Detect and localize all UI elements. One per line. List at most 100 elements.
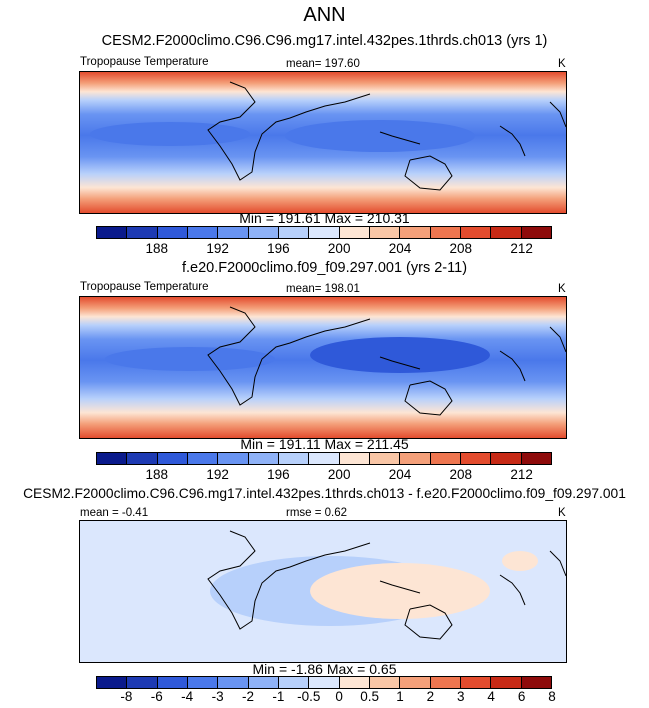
panel1-units-label: K: [558, 58, 566, 70]
panel3-colorbar-tick-label: -8: [120, 689, 133, 704]
panel1-colorbar-cell: [97, 227, 128, 238]
panel3-colorbar-cell: [157, 677, 188, 688]
panel2-cold-core: [310, 337, 490, 373]
panel2-colorbar-tick-label: 200: [327, 467, 351, 482]
panel3-colorbar: [96, 676, 552, 689]
panel2-colorbar-cell: [369, 453, 401, 464]
panel3-colorbar-ticks: -8 -6 -4 -3 -2 -1 -0.5 0 0.5 1 2 3 4 6 8: [96, 689, 555, 705]
panel3-map-svg: [80, 521, 566, 662]
panel1-colorbar-cell: [339, 227, 370, 238]
panel3-colorbar-cell: [339, 677, 370, 688]
panel2-colorbar-tick-label: 208: [449, 467, 473, 482]
panel1-colorbar-tick-label: 204: [388, 241, 412, 256]
panel3-colorbar-cell: [248, 677, 279, 688]
panel1-mean-label: mean= 197.60: [286, 58, 360, 70]
panel2-colorbar-cell: [491, 453, 522, 464]
panel2-colorbar-cell: [127, 453, 158, 464]
panel2-map: [79, 296, 567, 439]
panel1-map: [79, 71, 567, 214]
panel2-colorbar-cell: [309, 453, 340, 464]
panel2-units-label: K: [558, 283, 566, 295]
panel1-colorbar-cell: [521, 227, 551, 238]
panel2-colorbar-tick-label: 188: [145, 467, 169, 482]
panel3-minmax: Min = -1.86 Max = 0.65: [252, 661, 397, 677]
panel2-title: f.e20.F2000climo.f09_f09.297.001 (yrs 2-…: [181, 260, 468, 276]
panel1-colorbar-cell: [218, 227, 249, 238]
panel1-colorbar-cell: [278, 227, 310, 238]
panel3-colorbar-tick-label: -4: [181, 689, 194, 704]
panel2-colorbar-cell: [460, 453, 492, 464]
panel2-colorbar-cell: [187, 453, 219, 464]
panel1-cold-core-west: [90, 122, 250, 146]
panel3-colorbar-tick-label: 8: [548, 689, 556, 704]
panel3-colorbar-cell: [460, 677, 492, 688]
panel3-colorbar-tick-label: -6: [150, 689, 163, 704]
panel2-colorbar-tick-label: 212: [510, 467, 533, 482]
panel3-positive-region-east: [502, 551, 538, 571]
panel3-coastlines: [207, 530, 566, 640]
panel1-colorbar-cell: [157, 227, 188, 238]
panel3-colorbar-cell: [187, 677, 219, 688]
panel1-field-label: Tropopause Temperature: [80, 56, 209, 68]
panel2-colorbar-cell: [97, 453, 128, 464]
panel1-colorbar-tick-label: 208: [449, 241, 473, 256]
panel1-coastlines: [207, 81, 566, 191]
panel3-colorbar-cell: [127, 677, 158, 688]
panel2-map-svg: [80, 297, 566, 438]
panel3-colorbar-cell: [491, 677, 522, 688]
panel2-colorbar-tick-label: 204: [388, 467, 412, 482]
panel1-colorbar-tick-label: 188: [145, 241, 169, 256]
panel2-mean-label: mean= 198.01: [286, 283, 360, 295]
panel3-colorbar-cell: [218, 677, 249, 688]
panel1-colorbar-cell: [187, 227, 219, 238]
panel3-colorbar-cell: [278, 677, 310, 688]
panel2-cold-core-west: [105, 347, 275, 371]
panel3-colorbar-cell: [309, 677, 340, 688]
panel1-colorbar-cell: [248, 227, 279, 238]
panel2-colorbar-cell: [339, 453, 370, 464]
panel1-cold-core: [285, 120, 475, 152]
panel1-colorbar: [96, 226, 552, 239]
panel1-colorbar-cell: [460, 227, 492, 238]
panel3-units-label: K: [558, 507, 566, 519]
panel3-colorbar-tick-label: 0: [335, 689, 343, 704]
panel1-colorbar-tick-label: 196: [267, 241, 290, 256]
panel3-colorbar-tick-label: -1: [272, 689, 285, 704]
panel3-colorbar-tick-label: 4: [487, 689, 495, 704]
panel1-minmax: Min = 191.61 Max = 210.31: [239, 210, 410, 226]
panel1-colorbar-cell: [127, 227, 158, 238]
panel3-colorbar-tick-label: 3: [457, 689, 465, 704]
panel3-mean-label: mean = -0.41: [80, 507, 149, 519]
panel2-colorbar-cell: [218, 453, 249, 464]
panel3-colorbar-tick-label: 2: [426, 689, 435, 704]
panel1-colorbar-cell: [430, 227, 461, 238]
panel2-colorbar-cell: [521, 453, 551, 464]
panel2-coastlines: [207, 306, 566, 416]
panel2-colorbar-tick-label: 192: [206, 467, 229, 482]
panel2-field-label: Tropopause Temperature: [80, 281, 209, 293]
panel2-colorbar-tick-label: 196: [267, 467, 290, 482]
panel3-colorbar-tick-label: 1: [396, 689, 404, 704]
panel3-colorbar-tick-label: -3: [211, 689, 224, 704]
main-title: ANN: [303, 4, 346, 26]
panel3-title: CESM2.F2000climo.C96.C96.mg17.intel.432p…: [23, 486, 626, 501]
panel2-colorbar-cell: [278, 453, 310, 464]
panel1-colorbar-cell: [400, 227, 431, 238]
panel2-colorbar-cell: [430, 453, 461, 464]
panel1-colorbar-cell: [369, 227, 401, 238]
panel1-title: CESM2.F2000climo.C96.C96.mg17.intel.432p…: [101, 33, 548, 49]
panel2-colorbar-cell: [157, 453, 188, 464]
panel3-colorbar-tick-label: 0.5: [360, 689, 379, 704]
panel2-minmax: Min = 191.11 Max = 211.45: [240, 436, 409, 452]
panel3-colorbar-cell: [430, 677, 461, 688]
panel1-map-svg: [80, 72, 566, 213]
panel3-colorbar-cell: [369, 677, 401, 688]
panel1-colorbar-cell: [491, 227, 522, 238]
panel3-colorbar-tick-label: -2: [241, 689, 255, 704]
panel2-colorbar-cell: [248, 453, 279, 464]
panel2-colorbar-ticks: 188 192 196 200 204 208 212: [96, 467, 552, 483]
panel2-colorbar-cell: [400, 453, 431, 464]
panel2-colorbar: [96, 452, 552, 465]
panel3-positive-region: [310, 563, 490, 619]
panel1-colorbar-tick-label: 192: [206, 241, 229, 256]
